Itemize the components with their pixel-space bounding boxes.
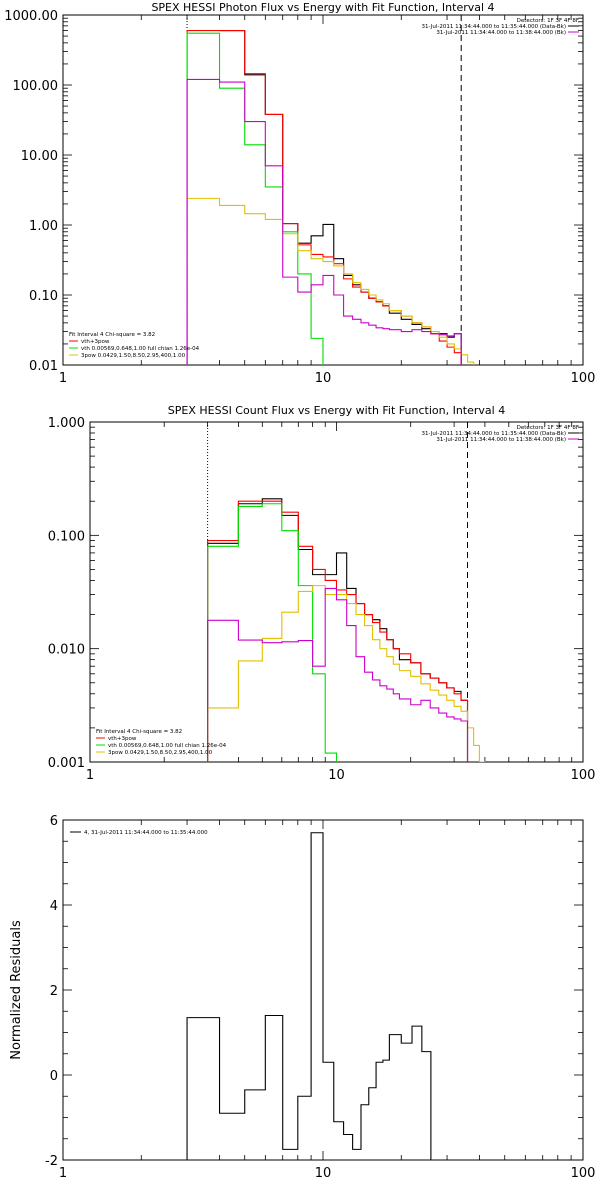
y-tick-label: 2 bbox=[50, 984, 58, 999]
y-tick-label: 0.010 bbox=[48, 643, 85, 658]
legend-entry: Detectors: 1F 3F 4F 8F bbox=[517, 18, 579, 24]
x-tick-label: 100 bbox=[571, 371, 596, 386]
x-tick-label: 100 bbox=[571, 1166, 596, 1181]
series-residuals bbox=[186, 832, 432, 1160]
series-background bbox=[207, 587, 469, 762]
series-total bbox=[207, 498, 469, 762]
legend-entry: 3pow 0.0429,1.50,8.50,2.95,400,1.00 bbox=[81, 353, 186, 359]
legend-entry: Fit Interval 4 Chi-square = 3.82 bbox=[96, 729, 182, 735]
chart-title: SPEX HESSI Count Flux vs Energy with Fit… bbox=[168, 404, 505, 417]
series-3pow bbox=[207, 585, 486, 762]
legend-entry: vth 0.00569,0.648,1.00 full chian 1.26e-… bbox=[108, 743, 227, 749]
legend-entry: 3pow 0.0429,1.50,8.50,2.95,400,1.00 bbox=[108, 750, 213, 756]
legend-entry: 31-Jul-2011 11:34:44.000 to 11:35:44.000… bbox=[422, 431, 567, 437]
y-tick-label: 0.001 bbox=[48, 756, 85, 771]
y-tick-label: 0.10 bbox=[29, 289, 58, 304]
series-background bbox=[186, 78, 462, 365]
x-tick-label: 1 bbox=[86, 768, 94, 783]
series-vth bbox=[207, 503, 338, 762]
series-fit bbox=[186, 29, 462, 365]
y-tick-label: 100.00 bbox=[13, 79, 59, 94]
x-tick-label: 10 bbox=[328, 768, 345, 783]
legend-entry: Detectors: 1F 3F 4F 8F bbox=[517, 425, 579, 431]
x-tick-label: 1 bbox=[59, 1166, 67, 1181]
chart-title: SPEX HESSI Photon Flux vs Energy with Fi… bbox=[151, 1, 494, 14]
x-tick-label: 100 bbox=[571, 768, 596, 783]
y-tick-label: 0.01 bbox=[29, 359, 58, 374]
legend-entry: 31-Jul-2011 11:34:44.000 to 11:38:44.000… bbox=[436, 437, 566, 443]
y-tick-label: 4 bbox=[50, 899, 58, 914]
plot-frame bbox=[62, 14, 584, 366]
series-vth bbox=[186, 32, 324, 365]
legend-entry: vth+3pow bbox=[108, 736, 137, 742]
legend-entry: vth 0.00569,0.648,1.00 full chian 1.26e-… bbox=[81, 346, 200, 352]
y-tick-label: 1.00 bbox=[29, 219, 58, 234]
series-total bbox=[219, 29, 462, 365]
x-tick-label: 1 bbox=[59, 371, 67, 386]
legend-entry: vth+3pow bbox=[81, 339, 110, 345]
series-fit bbox=[207, 500, 469, 762]
y-tick-label: 1000.00 bbox=[4, 9, 58, 24]
x-tick-label: 10 bbox=[315, 371, 332, 386]
legend-entry: Fit Interval 4 Chi-square = 3.82 bbox=[69, 332, 155, 338]
chart-panel-1: SPEX HESSI Photon Flux vs Energy with Fi… bbox=[4, 1, 595, 386]
legend-entry: 31-Jul-2011 11:34:44.000 to 11:35:44.000… bbox=[422, 24, 567, 30]
y-tick-label: 0 bbox=[50, 1069, 58, 1084]
y-tick-label: -2 bbox=[45, 1154, 58, 1169]
x-tick-label: 10 bbox=[315, 1166, 332, 1181]
y-tick-label: 1.000 bbox=[48, 416, 85, 431]
y-axis-label: Normalized Residuals bbox=[9, 920, 24, 1060]
y-tick-label: 6 bbox=[50, 814, 58, 829]
y-tick-label: 0.100 bbox=[48, 529, 85, 544]
chart-panel-2: SPEX HESSI Count Flux vs Energy with Fit… bbox=[48, 404, 596, 783]
legend-entry: 31-Jul-2011 11:34:44.000 to 11:38:44.000… bbox=[436, 30, 566, 36]
y-tick-label: 10.00 bbox=[21, 149, 58, 164]
chart-panel-3: Normalized Residuals 1 10 100 -2 0 2 4 6 4, 31-Ju… bbox=[9, 814, 595, 1181]
legend-entry: 4, 31-Jul-2011 11:34:44.000 to 11:35:44.… bbox=[84, 830, 208, 836]
